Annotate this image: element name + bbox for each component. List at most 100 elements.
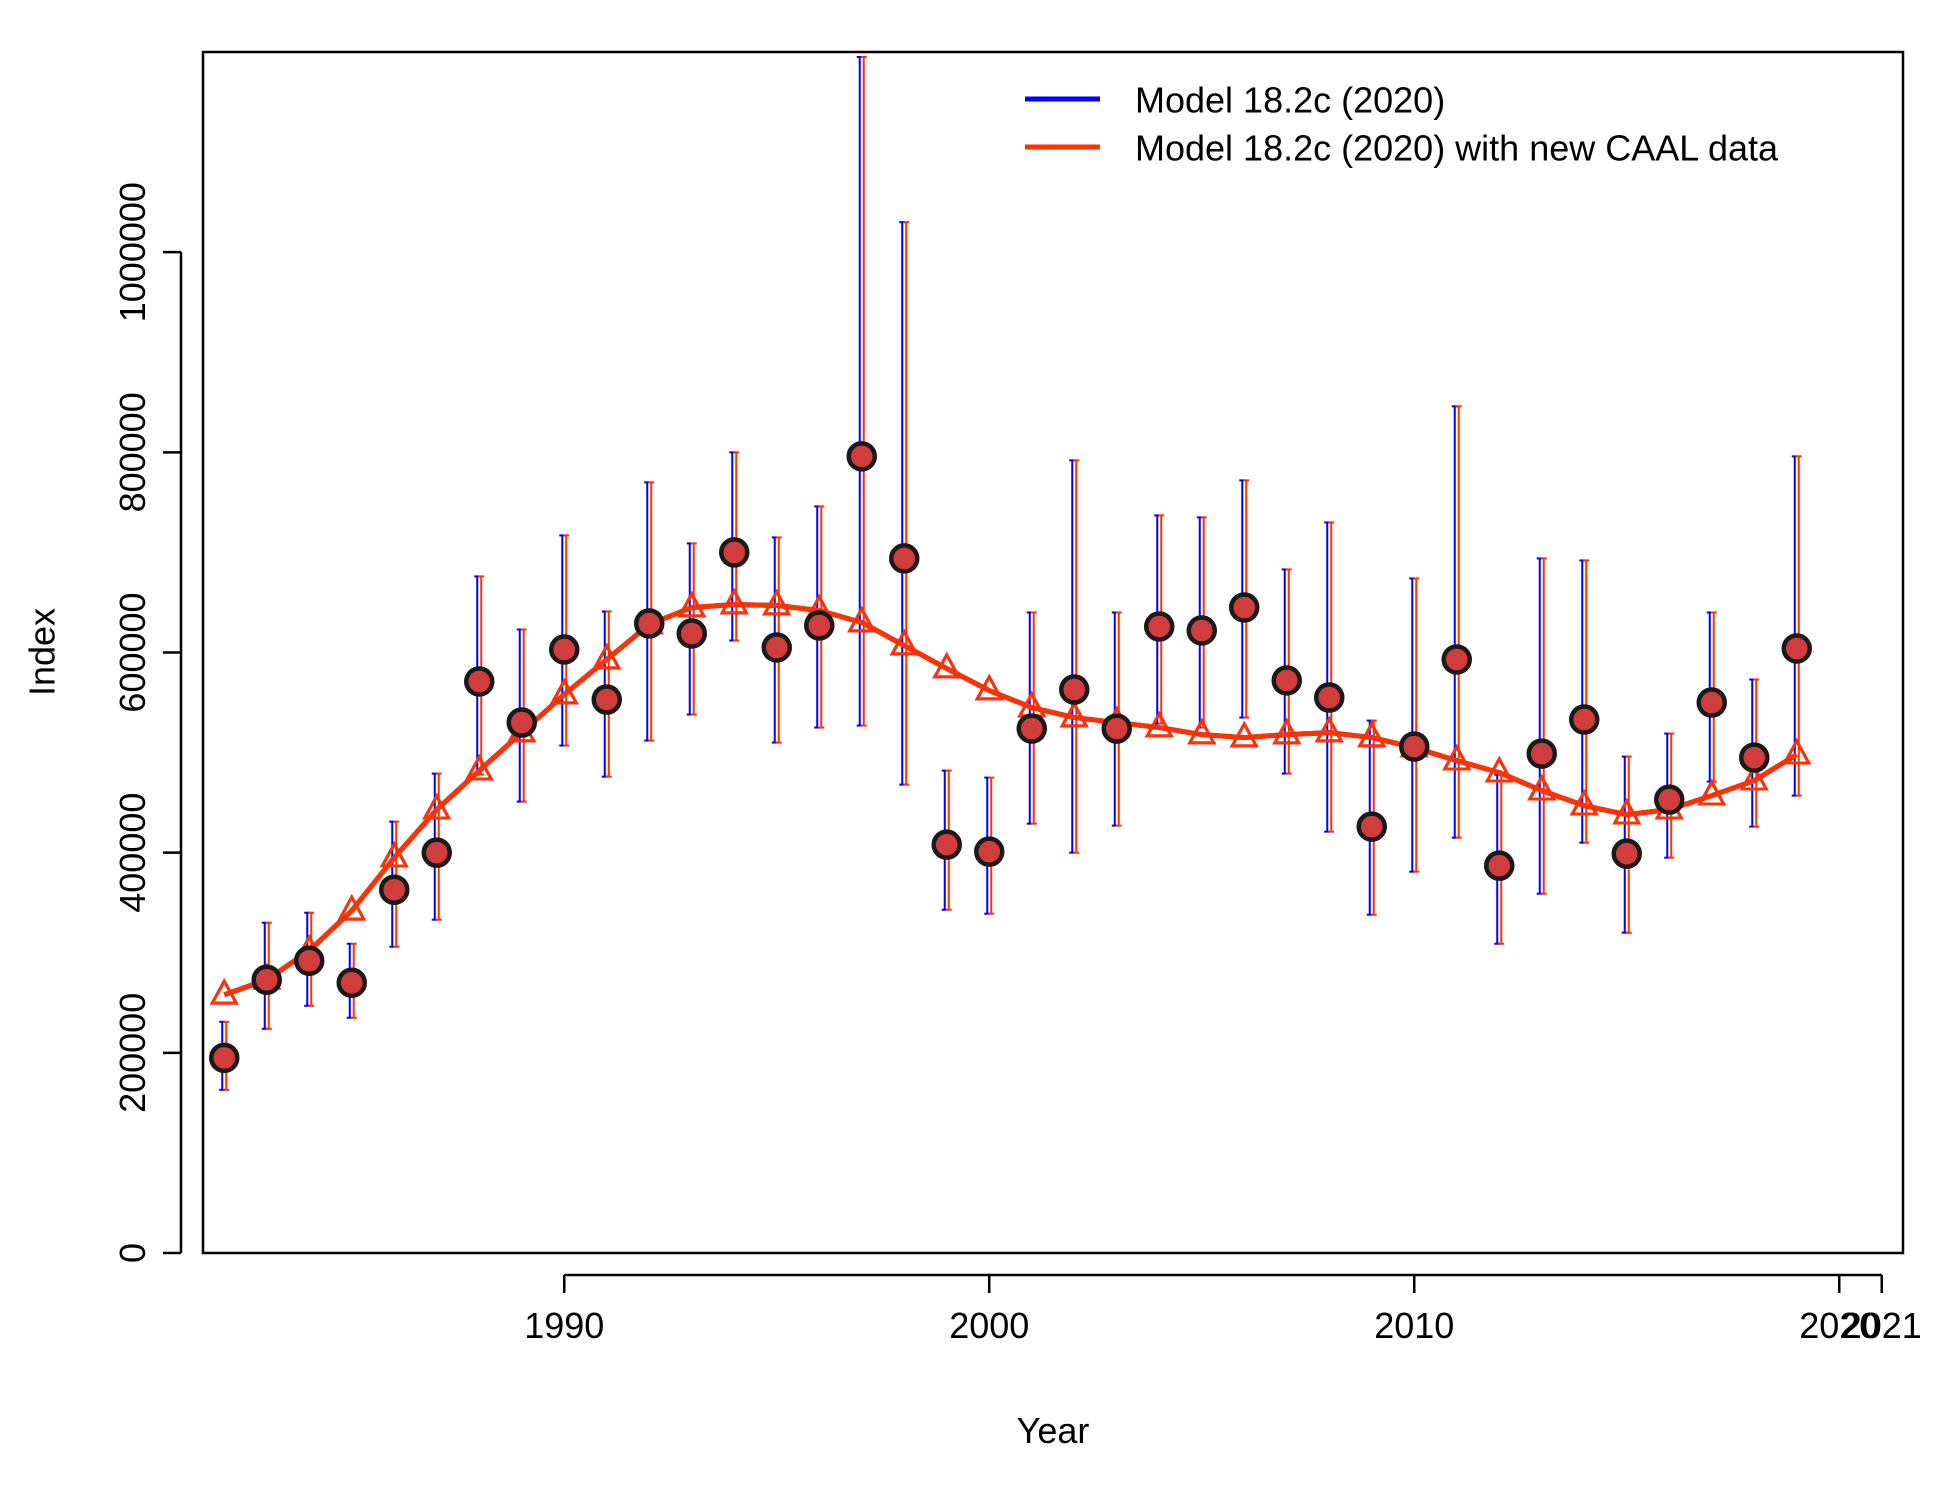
- series-marker: [1782, 737, 1812, 765]
- observed-points: [209, 441, 1812, 1074]
- series-marker: [1144, 710, 1174, 738]
- series-marker: [464, 753, 494, 781]
- error-bar: [1073, 459, 1080, 854]
- observed-point: [931, 829, 962, 860]
- observed-point: [1611, 838, 1642, 869]
- x-tick-label: 2021: [1842, 1305, 1922, 1346]
- series-marker: [422, 792, 452, 820]
- x-axis-title: Year: [1017, 1410, 1090, 1451]
- observed-point: [846, 441, 877, 472]
- series-marker: [1612, 797, 1642, 825]
- observed-point: [889, 543, 920, 574]
- series-marker: [677, 590, 707, 618]
- observed-point: [379, 874, 410, 905]
- error-bar: [1455, 405, 1462, 839]
- series-marker: [719, 587, 749, 615]
- error-bar: [1536, 557, 1543, 895]
- series-marker: [1314, 715, 1344, 743]
- y-axis: 0 200000 400000 600000 800000 1000000: [112, 182, 183, 1263]
- observed-point: [1441, 644, 1472, 675]
- y-tick-label: 400000: [112, 793, 153, 913]
- error-bar: [1795, 455, 1802, 797]
- observed-point: [1271, 665, 1302, 696]
- x-tick-label: 2010: [1374, 1305, 1454, 1346]
- series-line: [223, 601, 1799, 998]
- x-tick-label: 2020: [1799, 1305, 1879, 1346]
- series-marker: [379, 840, 409, 868]
- observed-point: [1144, 611, 1175, 642]
- legend-label-model-2020: Model 18.2c (2020): [1135, 80, 1445, 121]
- observed-point: [421, 837, 452, 868]
- observed-point: [294, 945, 325, 977]
- observed-point: [506, 707, 537, 738]
- observed-point: [1739, 742, 1770, 773]
- error-bars: [219, 56, 1802, 1091]
- series-marker: [974, 673, 1004, 701]
- error-bar: [899, 221, 906, 786]
- series-marker: [847, 605, 877, 633]
- series-marker: [337, 893, 367, 921]
- observed-point: [1781, 633, 1812, 664]
- error-bar: [1328, 521, 1335, 833]
- y-tick-label: 800000: [112, 392, 153, 512]
- observed-point: [804, 610, 835, 641]
- y-tick-label: 0: [112, 1243, 153, 1263]
- observed-point: [1229, 592, 1260, 623]
- x-tick-label: 2000: [949, 1305, 1029, 1346]
- observed-point: [251, 964, 282, 996]
- observed-point: [549, 634, 580, 665]
- error-bar: [1069, 459, 1076, 854]
- y-tick-label: 200000: [112, 993, 153, 1113]
- observed-point: [1314, 682, 1345, 713]
- observed-point: [1059, 674, 1090, 705]
- series-marker: [762, 588, 792, 616]
- error-bar: [1540, 557, 1547, 895]
- x-tick-label: 1990: [524, 1305, 604, 1346]
- legend-label-model-caal: Model 18.2c (2020) with new CAAL data: [1135, 128, 1779, 169]
- series-marker: [549, 677, 579, 705]
- error-bar: [1409, 577, 1416, 873]
- observed-point: [464, 666, 495, 697]
- observed-point: [209, 1042, 240, 1074]
- series-marker: [1442, 743, 1472, 771]
- series-marker: [1187, 717, 1217, 745]
- series-marker: [1697, 778, 1727, 806]
- observed-point: [1186, 615, 1217, 646]
- error-bar: [1324, 521, 1331, 833]
- series-marker: [1527, 773, 1557, 801]
- series-marker: [1739, 763, 1769, 791]
- observed-point: [1696, 687, 1727, 718]
- observed-point: [591, 684, 622, 715]
- observed-point: [1356, 811, 1387, 842]
- series-marker: [932, 651, 962, 679]
- series-lines: [223, 601, 1799, 998]
- series-marker: [889, 628, 919, 656]
- series-marker: [1059, 700, 1089, 728]
- series-marker: [1569, 788, 1599, 816]
- error-bar: [1413, 577, 1420, 873]
- observed-point: [719, 537, 750, 568]
- observed-point: [761, 632, 792, 663]
- observed-point: [1569, 704, 1600, 735]
- observed-point: [1526, 738, 1557, 769]
- y-tick-label: 600000: [112, 592, 153, 712]
- observed-point: [1016, 713, 1047, 744]
- y-tick-label: 1000000: [112, 182, 153, 322]
- series-marker: [1229, 720, 1259, 748]
- error-bar: [903, 221, 910, 786]
- error-bar: [1451, 405, 1458, 839]
- series-marker: [1272, 717, 1302, 745]
- observed-point: [336, 967, 367, 999]
- legend: Model 18.2c (2020) Model 18.2c (2020) wi…: [1025, 80, 1779, 169]
- series-marker: [592, 642, 622, 670]
- plot-frame: [201, 50, 1905, 1255]
- observed-point: [1399, 731, 1430, 762]
- series-marker: [1484, 755, 1514, 783]
- observed-point: [1654, 784, 1685, 815]
- observed-point: [1101, 713, 1132, 744]
- series-marker: [1357, 720, 1387, 748]
- series-marker: [1314, 715, 1344, 743]
- observed-point: [974, 836, 1005, 867]
